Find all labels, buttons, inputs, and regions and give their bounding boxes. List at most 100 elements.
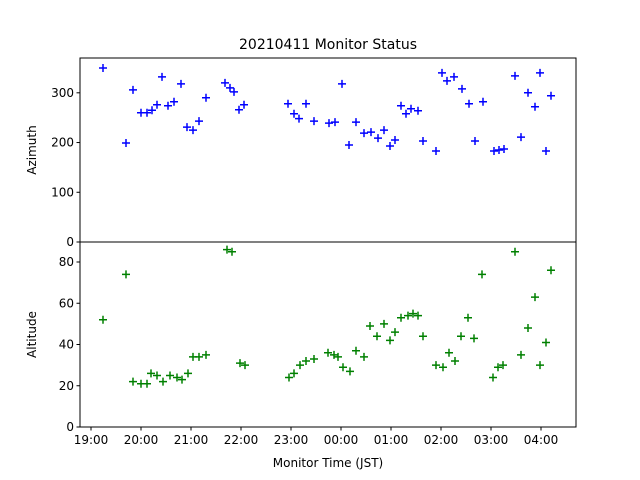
- y-tick-label: 20: [59, 379, 74, 393]
- marker: [158, 72, 166, 81]
- marker: [230, 87, 238, 96]
- axes-frame: [79, 241, 577, 428]
- marker: [324, 348, 332, 357]
- marker: [285, 373, 293, 382]
- y-tick-label: 0: [66, 420, 74, 434]
- marker: [478, 270, 486, 279]
- marker: [177, 79, 185, 88]
- x-tick-label: 19:00: [74, 433, 109, 447]
- marker: [159, 377, 167, 386]
- marker: [470, 334, 478, 343]
- marker: [457, 332, 465, 341]
- marker: [465, 99, 473, 108]
- marker: [345, 141, 353, 150]
- marker: [302, 99, 310, 108]
- marker: [296, 361, 304, 370]
- marker: [445, 348, 453, 357]
- x-tick-label: 01:00: [374, 433, 409, 447]
- marker: [542, 338, 550, 347]
- marker: [202, 350, 210, 359]
- marker: [511, 71, 519, 80]
- marker: [524, 88, 532, 97]
- marker: [414, 106, 422, 115]
- marker: [153, 100, 161, 109]
- marker: [164, 101, 172, 110]
- marker: [524, 324, 532, 333]
- x-tick-label: 00:00: [324, 433, 359, 447]
- marker: [295, 114, 303, 123]
- marker: [547, 91, 555, 100]
- y-tick-label: 80: [59, 255, 74, 269]
- marker: [419, 332, 427, 341]
- marker: [338, 79, 346, 88]
- marker: [536, 361, 544, 370]
- marker: [458, 84, 466, 93]
- y-tick-label: 300: [51, 86, 74, 100]
- marker: [352, 118, 360, 127]
- marker: [471, 137, 479, 146]
- marker: [360, 352, 368, 361]
- marker: [166, 371, 174, 380]
- marker: [490, 146, 498, 155]
- chart-title: 20210411 Monitor Status: [239, 37, 417, 53]
- marker: [143, 108, 151, 117]
- marker: [195, 117, 203, 126]
- marker: [419, 137, 427, 146]
- marker: [183, 123, 191, 132]
- marker: [464, 313, 472, 322]
- marker: [531, 102, 539, 111]
- marker: [148, 106, 156, 115]
- marker: [439, 363, 447, 372]
- marker: [391, 328, 399, 337]
- y-tick-label: 200: [51, 136, 74, 150]
- marker: [517, 350, 525, 359]
- marker: [122, 139, 130, 148]
- marker: [99, 315, 107, 324]
- marker: [360, 129, 368, 138]
- marker: [380, 126, 388, 135]
- marker: [495, 146, 503, 154]
- x-tick-label: 02:00: [424, 433, 459, 447]
- marker: [374, 134, 382, 143]
- x-tick-label: 20:00: [124, 433, 159, 447]
- marker: [240, 100, 248, 109]
- marker: [170, 97, 178, 106]
- marker: [414, 311, 422, 320]
- marker: [380, 319, 388, 328]
- marker: [511, 247, 519, 256]
- marker: [404, 311, 412, 320]
- marker: [443, 76, 451, 85]
- y-tick-label: 0: [66, 235, 74, 249]
- marker: [235, 105, 243, 114]
- marker: [339, 363, 347, 372]
- marker: [451, 357, 459, 366]
- marker: [479, 97, 487, 106]
- y-axis-label: Azimuth: [25, 125, 39, 174]
- marker: [386, 336, 394, 345]
- marker: [542, 146, 550, 155]
- marker: [494, 363, 502, 372]
- marker: [352, 346, 360, 355]
- marker: [241, 361, 249, 370]
- marker: [122, 270, 130, 279]
- marker: [373, 332, 381, 341]
- marker: [407, 104, 415, 113]
- marker: [129, 377, 137, 386]
- marker: [310, 117, 318, 126]
- marker: [284, 99, 292, 108]
- marker: [536, 68, 544, 77]
- marker: [236, 359, 244, 368]
- marker: [346, 367, 354, 376]
- marker: [450, 72, 458, 81]
- marker: [517, 133, 525, 142]
- y-tick-label: 100: [51, 185, 74, 199]
- marker: [391, 136, 399, 145]
- marker: [531, 293, 539, 302]
- marker: [302, 357, 310, 366]
- marker: [409, 309, 417, 318]
- x-tick-label: 04:00: [524, 433, 559, 447]
- marker: [221, 78, 229, 87]
- marker: [325, 119, 333, 128]
- x-tick-label: 22:00: [224, 433, 259, 447]
